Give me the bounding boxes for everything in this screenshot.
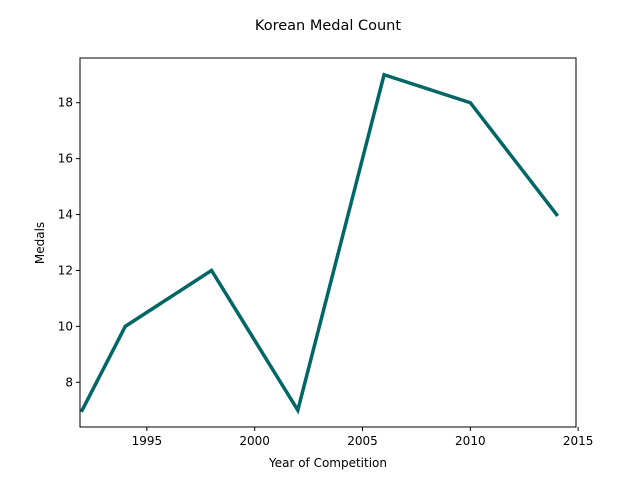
- data-point: [210, 268, 214, 272]
- data-point: [80, 408, 84, 412]
- x-tick-label: 2005: [347, 434, 378, 448]
- data-point: [468, 101, 472, 105]
- data-point: [382, 73, 386, 77]
- x-tick-label: 2000: [239, 434, 270, 448]
- x-tick-label: 2010: [455, 434, 486, 448]
- x-tick-label: 1995: [132, 434, 163, 448]
- y-tick-label: 12: [58, 263, 73, 277]
- chart-title: Korean Medal Count: [255, 18, 401, 34]
- x-axis-title: Year of Competition: [268, 456, 387, 470]
- data-point: [555, 213, 559, 217]
- y-tick-label: 8: [65, 375, 73, 389]
- y-tick-label: 16: [58, 152, 73, 166]
- plot-area: 1995 2000 2005 2010 2015 8 10 12 14 16 18: [58, 72, 594, 448]
- data-point: [296, 408, 300, 412]
- y-tick-label: 14: [58, 208, 73, 222]
- y-tick-label: 10: [58, 319, 73, 333]
- plot-frame: [79, 57, 577, 428]
- data-point: [123, 324, 127, 328]
- y-tick-label: 18: [58, 96, 73, 110]
- y-axis-title: Medals: [33, 222, 47, 264]
- x-tick-label: 2015: [563, 434, 594, 448]
